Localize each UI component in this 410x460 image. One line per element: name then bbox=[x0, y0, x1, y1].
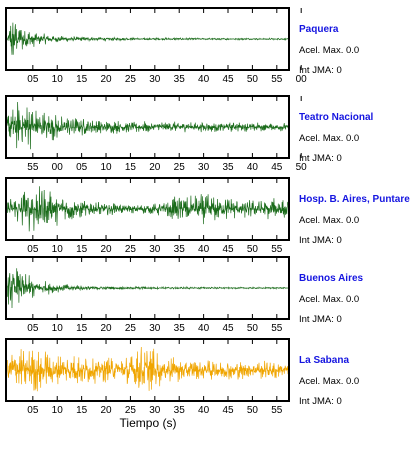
jma-intensity: Int JMA: 0 bbox=[299, 153, 342, 164]
x-axis-title: Tiempo (s) bbox=[120, 416, 177, 430]
max-acceleration: Acel. Max. 0.0 bbox=[299, 376, 359, 387]
x-tick-label: 40 bbox=[198, 244, 210, 255]
jma-intensity: Int JMA: 0 bbox=[299, 235, 342, 246]
x-tick-label: 10 bbox=[52, 405, 64, 416]
panel-frame bbox=[5, 7, 290, 71]
station-name: La Sabana bbox=[299, 355, 349, 366]
x-tick-label: 05 bbox=[27, 323, 39, 334]
station-name: Paquera bbox=[299, 24, 339, 35]
x-tick-label: 30 bbox=[198, 162, 210, 173]
panel-1: 55 00 05 10 15 20 25 30 35 40 45 50 Teatro Nacional A… bbox=[5, 95, 373, 173]
x-tick-label: 40 bbox=[198, 74, 210, 85]
x-tick-label: 10 bbox=[52, 323, 64, 334]
x-tick-label: 20 bbox=[100, 323, 112, 334]
waveform-trace bbox=[7, 186, 288, 232]
x-tick-label: 15 bbox=[76, 405, 88, 416]
x-tick-label: 25 bbox=[125, 244, 137, 255]
x-tick-label: 45 bbox=[222, 74, 234, 85]
max-acceleration: Acel. Max. 0.0 bbox=[299, 215, 359, 226]
x-tick-label: 45 bbox=[271, 162, 283, 173]
panel-4: 05 10 15 20 25 30 35 40 45 50 55 La Sabana Acel. Max… bbox=[5, 338, 359, 416]
waveform-trace bbox=[7, 268, 288, 309]
jma-intensity: Int JMA: 0 bbox=[299, 65, 342, 76]
x-tick-label: 10 bbox=[52, 244, 64, 255]
x-tick-label: 30 bbox=[149, 244, 161, 255]
x-tick-label: 40 bbox=[247, 162, 259, 173]
panel-frame bbox=[5, 338, 290, 402]
x-tick-label: 15 bbox=[76, 244, 88, 255]
x-tick-label: 55 bbox=[271, 323, 283, 334]
panel-0: 05 10 15 20 25 30 35 40 45 50 55 00 Paquera Acel. Max… bbox=[5, 7, 359, 85]
x-tick-label: 35 bbox=[174, 323, 186, 334]
x-tick-label: 55 bbox=[271, 74, 283, 85]
max-acceleration: Acel. Max. 0.0 bbox=[299, 45, 359, 56]
x-tick-label: 50 bbox=[247, 74, 259, 85]
x-tick-label: 00 bbox=[52, 162, 64, 173]
x-tick-label: 20 bbox=[100, 244, 112, 255]
station-name: Hosp. B. Aires, Puntare bbox=[299, 194, 410, 205]
station-name: Teatro Nacional bbox=[299, 112, 373, 123]
waveform-trace bbox=[7, 101, 288, 150]
x-tick-label: 05 bbox=[27, 74, 39, 85]
x-tick-label: 25 bbox=[174, 162, 186, 173]
x-tick-label: 35 bbox=[174, 74, 186, 85]
x-tick-label: 30 bbox=[149, 405, 161, 416]
x-tick-label: 50 bbox=[296, 162, 308, 173]
panel-frame bbox=[5, 95, 290, 159]
x-tick-label: 35 bbox=[174, 244, 186, 255]
x-tick-label: 25 bbox=[125, 405, 137, 416]
panel-frame bbox=[5, 177, 290, 241]
x-tick-label: 55 bbox=[271, 244, 283, 255]
waveform-trace bbox=[7, 22, 288, 55]
x-tick-label: 05 bbox=[27, 244, 39, 255]
x-tick-label: 30 bbox=[149, 74, 161, 85]
x-tick-label: 45 bbox=[222, 244, 234, 255]
x-tick-label: 40 bbox=[198, 405, 210, 416]
x-tick-label: 15 bbox=[76, 323, 88, 334]
jma-intensity: Int JMA: 0 bbox=[299, 396, 342, 407]
x-tick-label: 50 bbox=[247, 244, 259, 255]
max-acceleration: Acel. Max. 0.0 bbox=[299, 133, 359, 144]
x-tick-label: 45 bbox=[222, 323, 234, 334]
max-acceleration: Acel. Max. 0.0 bbox=[299, 294, 359, 305]
x-tick-label: 20 bbox=[100, 74, 112, 85]
x-tick-label: 20 bbox=[149, 162, 161, 173]
station-name: Buenos Aires bbox=[299, 273, 364, 284]
panel-3: 05 10 15 20 25 30 35 40 45 50 55 Buenos Aires Acel. … bbox=[5, 256, 364, 334]
jma-intensity: Int JMA: 0 bbox=[299, 314, 342, 325]
x-tick-label: 50 bbox=[247, 405, 259, 416]
x-tick-label: 05 bbox=[27, 405, 39, 416]
x-tick-label: 35 bbox=[174, 405, 186, 416]
x-tick-label: 00 bbox=[296, 74, 308, 85]
x-tick-label: 55 bbox=[27, 162, 39, 173]
x-tick-label: 15 bbox=[125, 162, 137, 173]
x-tick-label: 50 bbox=[247, 323, 259, 334]
waveform-trace bbox=[7, 346, 288, 392]
x-tick-label: 30 bbox=[149, 323, 161, 334]
x-tick-label: 55 bbox=[271, 405, 283, 416]
panel-frame bbox=[5, 256, 290, 320]
x-tick-label: 40 bbox=[198, 323, 210, 334]
x-tick-label: 45 bbox=[222, 405, 234, 416]
panel-2: 05 10 15 20 25 30 35 40 45 50 55 Hosp. B. Aires, Pu… bbox=[5, 177, 410, 255]
x-tick-label: 10 bbox=[100, 162, 112, 173]
x-tick-label: 20 bbox=[100, 405, 112, 416]
x-tick-label: 15 bbox=[76, 74, 88, 85]
x-tick-label: 35 bbox=[222, 162, 234, 173]
x-tick-label: 25 bbox=[125, 323, 137, 334]
x-tick-label: 05 bbox=[76, 162, 88, 173]
x-tick-label: 10 bbox=[52, 74, 64, 85]
seismogram-panels: 05 10 15 20 25 30 35 40 45 50 55 00 Paquera Acel. Max… bbox=[5, 7, 410, 416]
x-tick-label: 25 bbox=[125, 74, 137, 85]
